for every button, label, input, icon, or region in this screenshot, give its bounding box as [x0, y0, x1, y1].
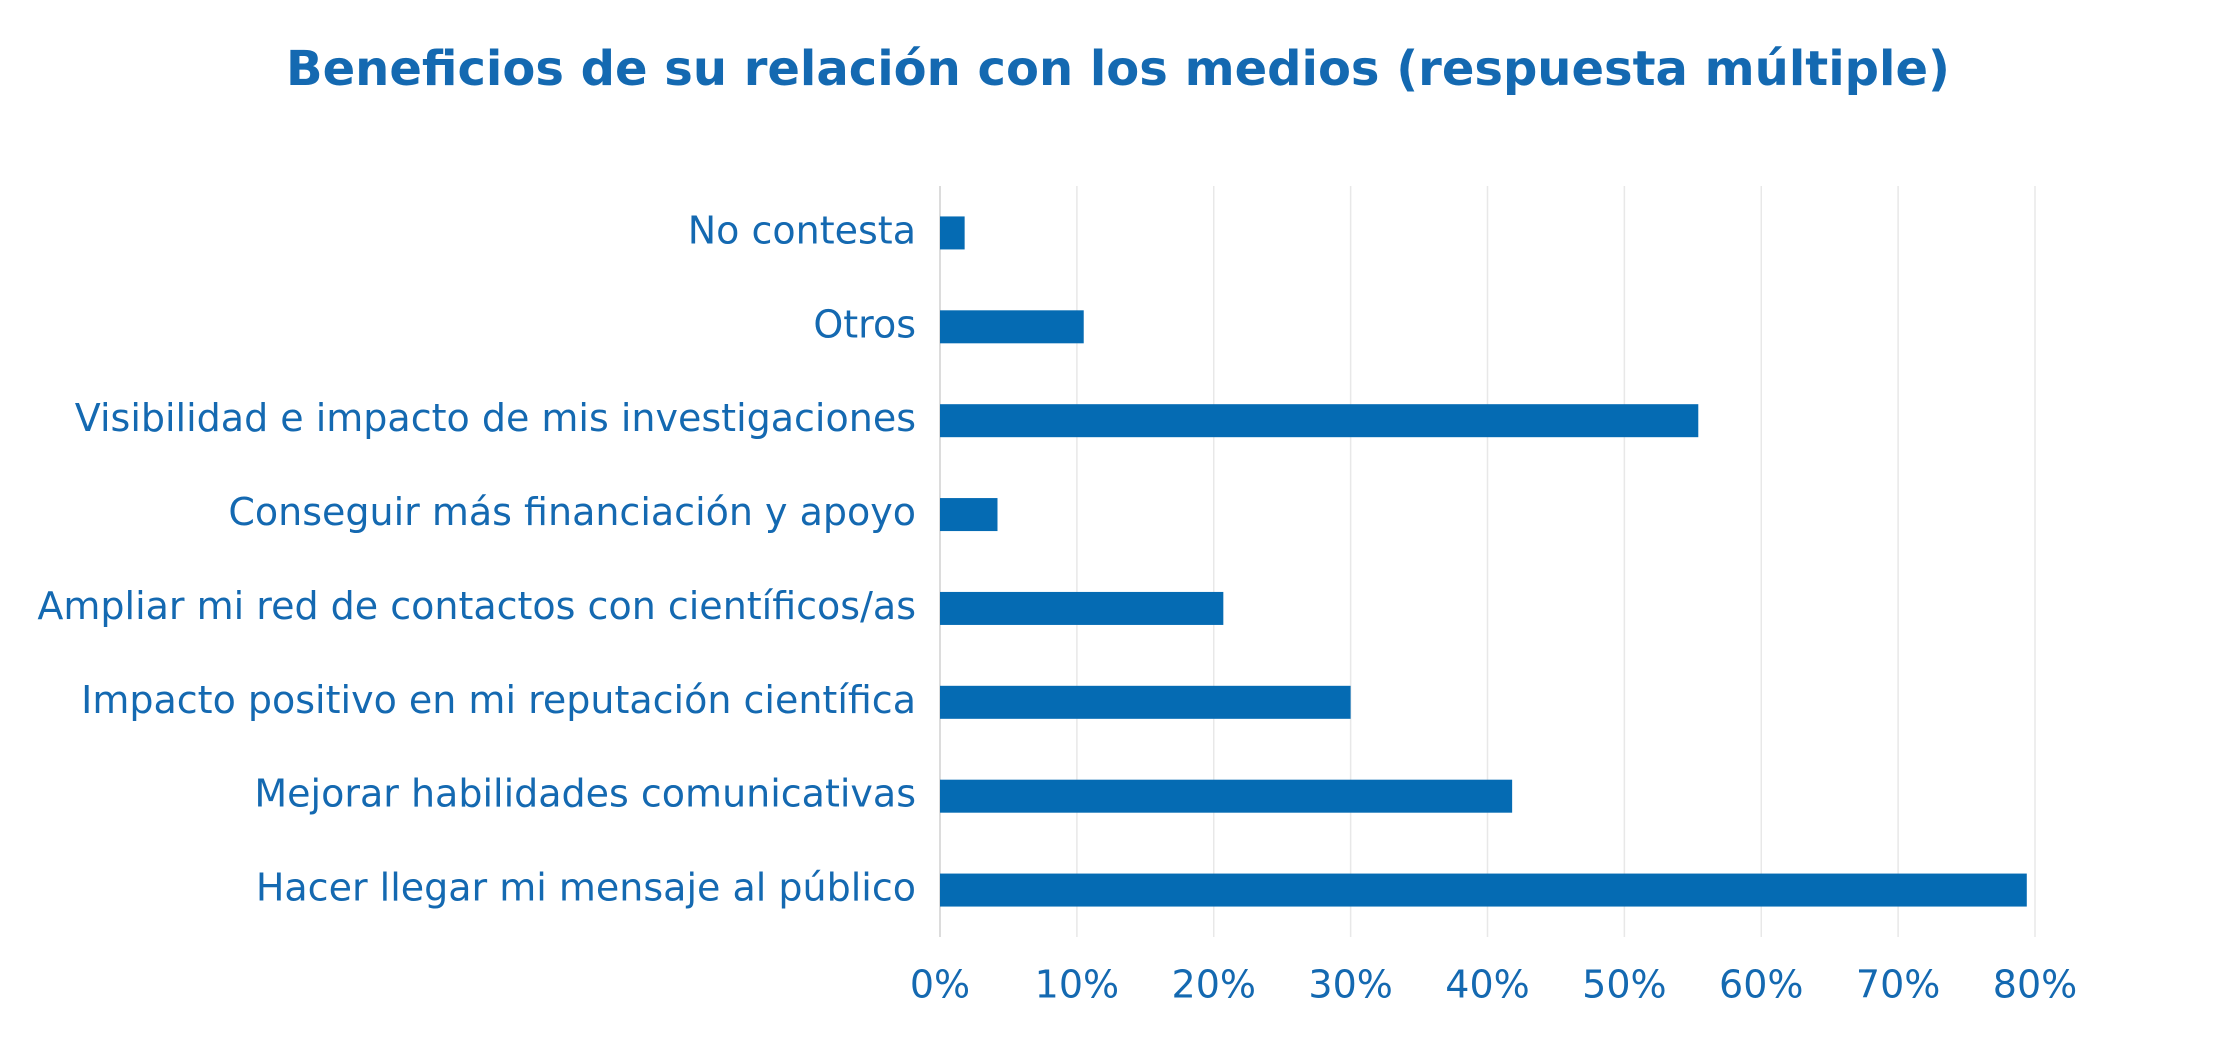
x-tick-label: 30%: [1308, 963, 1392, 1007]
bar: [940, 591, 1224, 625]
x-tick-label: 40%: [1445, 963, 1529, 1007]
x-tick-label: 0%: [910, 963, 970, 1007]
y-tick-label: No contesta: [688, 208, 916, 252]
bar: [940, 404, 1699, 438]
x-tick-label: 80%: [1993, 963, 2077, 1007]
y-tick-label: Hacer llegar mi mensaje al público: [256, 866, 916, 910]
y-tick-label: Otros: [813, 302, 916, 346]
x-tick-label: 60%: [1719, 963, 1803, 1007]
x-tick-label: 50%: [1582, 963, 1666, 1007]
x-tick-label: 70%: [1856, 963, 1940, 1007]
x-tick-label: 20%: [1172, 963, 1256, 1007]
bar: [940, 310, 1084, 344]
y-tick-label: Visibilidad e impacto de mis investigaci…: [75, 396, 916, 440]
y-tick-label: Impacto positivo en mi reputación cientí…: [81, 678, 916, 722]
bar: [940, 498, 998, 532]
bar: [940, 216, 965, 250]
bar: [940, 685, 1351, 719]
x-tick-label: 10%: [1035, 963, 1119, 1007]
chart-title: Beneficios de su relación con los medios…: [286, 41, 1950, 97]
y-tick-label: Ampliar mi red de contactos con científi…: [37, 584, 916, 628]
bar: [940, 779, 1513, 813]
y-tick-label: Mejorar habilidades comunicativas: [254, 772, 916, 816]
bar: [940, 873, 2027, 907]
y-tick-label: Conseguir más financiación y apoyo: [228, 490, 916, 534]
